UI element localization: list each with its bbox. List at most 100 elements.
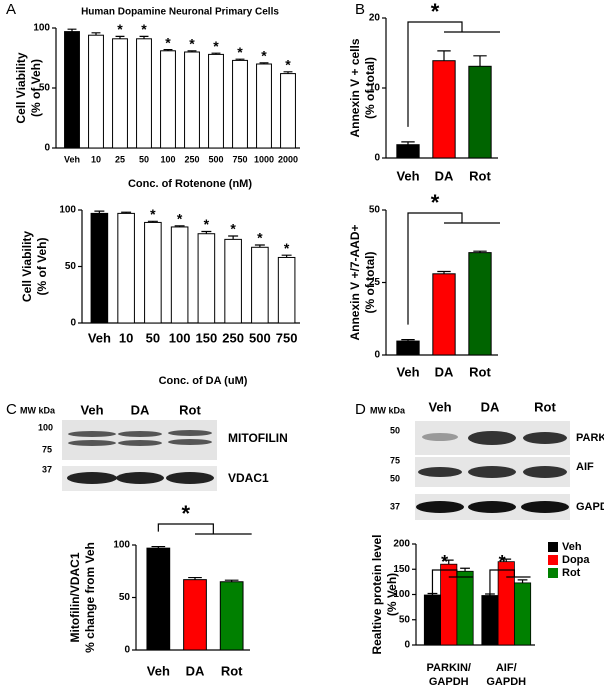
x-tick-label: 250: [222, 330, 244, 345]
x-tick-label: Veh: [64, 154, 80, 164]
x-tick-label: GAPDH: [429, 676, 469, 688]
y-axis-label: Annexin V +/7-AAD+: [348, 224, 362, 340]
x-axis-label: Conc. of Rotenone (nM): [128, 178, 252, 190]
bar: [184, 51, 200, 149]
mw-marker: 100: [38, 422, 53, 432]
legend-swatch: [548, 555, 558, 565]
bar: [396, 340, 420, 356]
y-tick-label: 0: [70, 318, 76, 329]
bar: [112, 38, 128, 149]
lane-label: DA: [481, 399, 500, 414]
bar: [144, 221, 162, 324]
mw-marker: 75: [390, 455, 400, 465]
y-axis-label: (% of Veh): [29, 59, 43, 117]
error-bar: [187, 50, 197, 52]
error-bar: [443, 559, 454, 565]
y-axis-label: % change from Veh: [83, 542, 97, 653]
x-tick-label: 750: [232, 154, 247, 164]
bar: [64, 31, 80, 149]
error-bar: [437, 50, 451, 61]
y-axis-label: (% of Veh): [35, 237, 49, 295]
y-tick-label: 50: [39, 83, 51, 94]
blot-row-label: MITOFILIN: [228, 431, 288, 445]
y-tick-label: 50: [369, 205, 381, 216]
error-bar: [163, 49, 173, 51]
x-tick-label: GAPDH: [486, 676, 526, 688]
lane-label: Veh: [428, 399, 451, 414]
bar: [219, 581, 244, 651]
y-axis-label: Realtive protein level: [370, 534, 384, 654]
x-tick-label: 250: [184, 154, 199, 164]
significance-label: *: [285, 57, 291, 73]
bar: [160, 50, 176, 149]
y-axis-label: Cell Viability: [20, 231, 34, 302]
y-axis-label: Mitofilin/VDAC1: [68, 552, 82, 642]
significance-label: *: [237, 44, 243, 60]
bar: [136, 38, 152, 149]
bar: [88, 34, 104, 149]
x-tick-label: Rot: [469, 364, 491, 379]
error-bar: [401, 141, 415, 145]
y-tick-label: 100: [33, 23, 50, 34]
significance-label: *: [150, 206, 156, 222]
y-axis-label: (% Veh): [385, 573, 399, 616]
error-bar: [147, 220, 158, 223]
significance-label: *: [165, 34, 171, 50]
lane-label: Veh: [80, 402, 103, 417]
error-bar: [188, 576, 202, 580]
x-tick-label: 10: [91, 154, 101, 164]
legend-swatch: [548, 542, 558, 552]
x-tick-label: Veh: [396, 364, 419, 379]
significance-label: *: [230, 221, 236, 237]
x-tick-label: Rot: [221, 663, 243, 678]
error-bar: [139, 35, 149, 39]
significance-label: *: [189, 36, 195, 52]
y-tick-label: 10: [369, 83, 381, 94]
x-tick-label: PARKIN/: [427, 662, 471, 674]
y-tick-label: 0: [124, 645, 130, 656]
y-tick-label: 150: [393, 564, 410, 575]
mw-marker: 37: [390, 501, 400, 511]
blot-row-label: GAPDH: [576, 501, 604, 513]
x-tick-label: Rot: [469, 168, 491, 183]
blot-row-label: VDAC1: [228, 471, 269, 485]
x-tick-label: 100: [169, 330, 191, 345]
significance-label: *: [431, 190, 440, 215]
significance-label: *: [182, 501, 191, 526]
significance-label: *: [261, 48, 267, 64]
bar: [224, 238, 242, 324]
y-tick-label: 0: [374, 350, 380, 361]
bar: [170, 226, 189, 324]
error-bar: [437, 270, 451, 274]
error-bar: [281, 254, 292, 258]
mw-marker: 50: [390, 473, 400, 483]
bar: [146, 547, 171, 651]
bar: [232, 59, 248, 149]
bar: [396, 144, 420, 159]
y-axis-label: Cell Viability: [14, 52, 28, 123]
error-bar: [517, 579, 528, 583]
x-tick-label: 50: [146, 330, 160, 345]
bar: [468, 65, 492, 159]
bar: [208, 53, 224, 149]
blot-row-label: AIF: [576, 461, 594, 473]
y-axis-label: (% of total): [363, 252, 377, 314]
bar: [197, 233, 216, 324]
bar: [513, 582, 532, 646]
y-tick-label: 200: [393, 539, 410, 550]
x-tick-label: 150: [196, 330, 218, 345]
error-bar: [473, 250, 487, 253]
error-bar: [254, 244, 265, 248]
x-tick-label: 500: [249, 330, 271, 345]
bar: [277, 256, 296, 324]
x-tick-label: 100: [160, 154, 175, 164]
significance-label: *: [499, 552, 506, 572]
bar: [468, 252, 492, 356]
error-bar: [67, 28, 77, 32]
bar: [183, 579, 207, 651]
legend-label: Dopa: [562, 554, 590, 566]
x-tick-label: 25: [115, 154, 125, 164]
y-tick-label: 50: [119, 592, 131, 603]
legend-label: Veh: [562, 541, 582, 553]
